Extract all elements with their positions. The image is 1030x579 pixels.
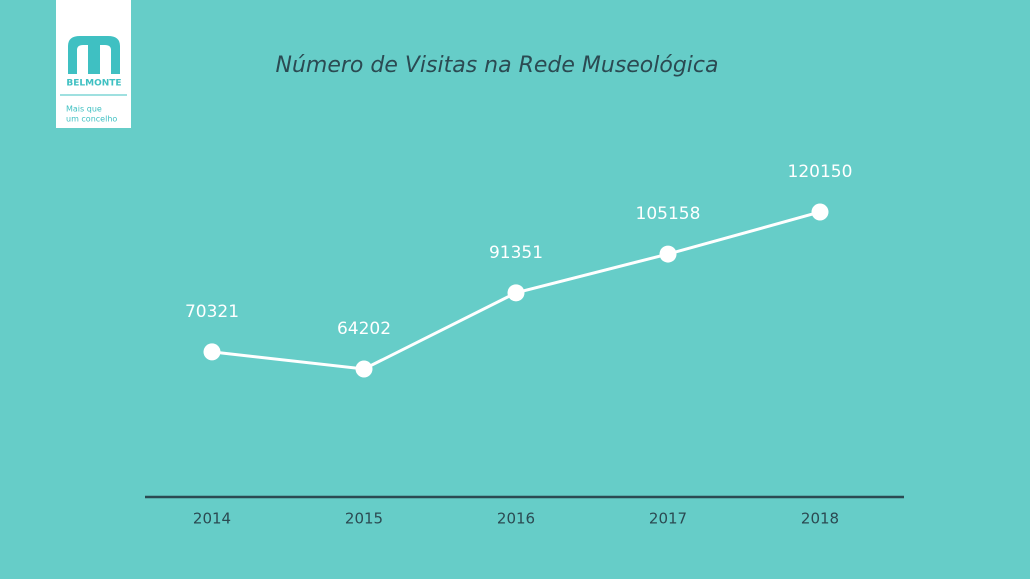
logo-brand: BELMONTE: [66, 79, 121, 89]
logo: BELMONTE Mais que um concelho: [56, 0, 131, 128]
data-label: 120150: [788, 162, 853, 182]
point: [355, 360, 373, 378]
chart-title: Número de Visitas na Rede Museológica: [276, 53, 719, 78]
x-tick-label: 2014: [193, 510, 231, 528]
data-label: 70321: [185, 302, 239, 322]
x-tick-label: 2018: [801, 510, 839, 528]
logo-tagline: Mais que: [66, 105, 102, 114]
point: [507, 284, 525, 302]
x-tick-label: 2017: [649, 510, 687, 528]
x-tick-label: 2015: [345, 510, 383, 528]
point: [811, 203, 829, 221]
data-label: 105158: [636, 204, 701, 224]
x-tick-label: 2016: [497, 510, 535, 528]
point: [659, 245, 677, 263]
data-label: 91351: [489, 243, 543, 263]
logo-icon: [68, 36, 120, 74]
data-label: 64202: [337, 319, 391, 339]
logo-tagline: um concelho: [66, 115, 117, 124]
point: [203, 343, 221, 361]
